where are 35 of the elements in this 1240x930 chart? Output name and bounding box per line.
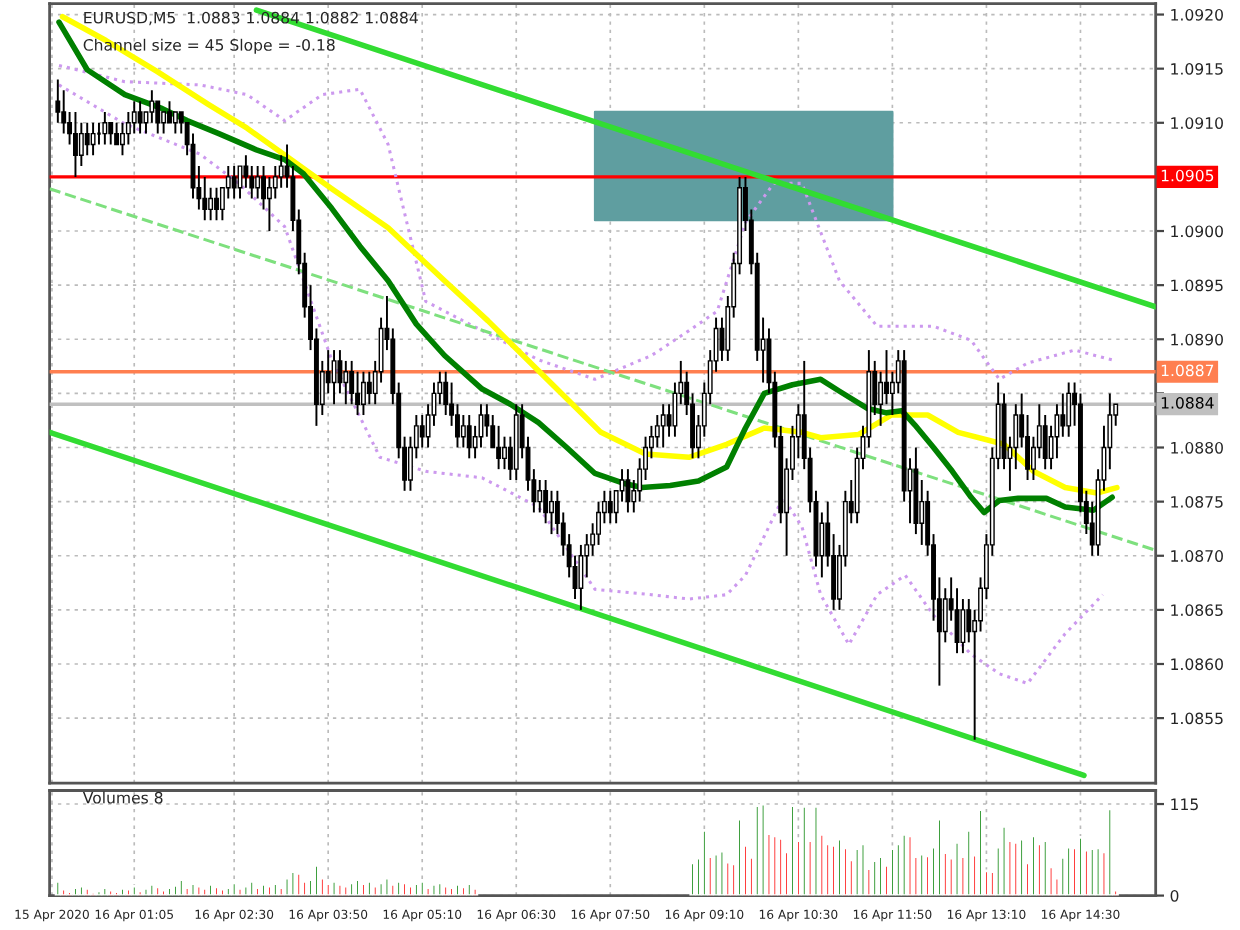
candlestick (960, 598, 966, 655)
line-series (57, 63, 1114, 381)
candlestick (460, 414, 466, 449)
candlestick (625, 468, 631, 514)
candlestick (167, 100, 172, 124)
candlestick (419, 414, 425, 449)
candlestick (502, 435, 507, 471)
candlestick (78, 121, 84, 168)
candlestick (1066, 381, 1072, 438)
candlestick (108, 121, 114, 146)
candlestick (90, 121, 96, 157)
candlestick (537, 479, 543, 514)
candlestick (172, 110, 178, 135)
candlestick (549, 489, 554, 536)
candlestick (137, 100, 143, 135)
line-series (57, 83, 1105, 686)
candlestick (366, 370, 372, 406)
candlestick (884, 349, 889, 406)
candlestick (343, 359, 349, 406)
candlestick (102, 110, 108, 146)
candlestick (607, 489, 613, 525)
candlestick (214, 186, 219, 222)
candlestick (660, 403, 666, 449)
candlestick (84, 121, 90, 157)
candlestick (114, 121, 120, 146)
candlestick (255, 165, 261, 200)
candlestick (208, 186, 214, 222)
candlestick (149, 89, 155, 124)
candlestick (466, 414, 472, 460)
candlestick (360, 370, 366, 417)
candlestick (496, 424, 502, 471)
candlestick (331, 349, 337, 406)
candlestick (231, 165, 237, 200)
candlestick (1060, 392, 1066, 438)
candlestick (73, 110, 78, 178)
